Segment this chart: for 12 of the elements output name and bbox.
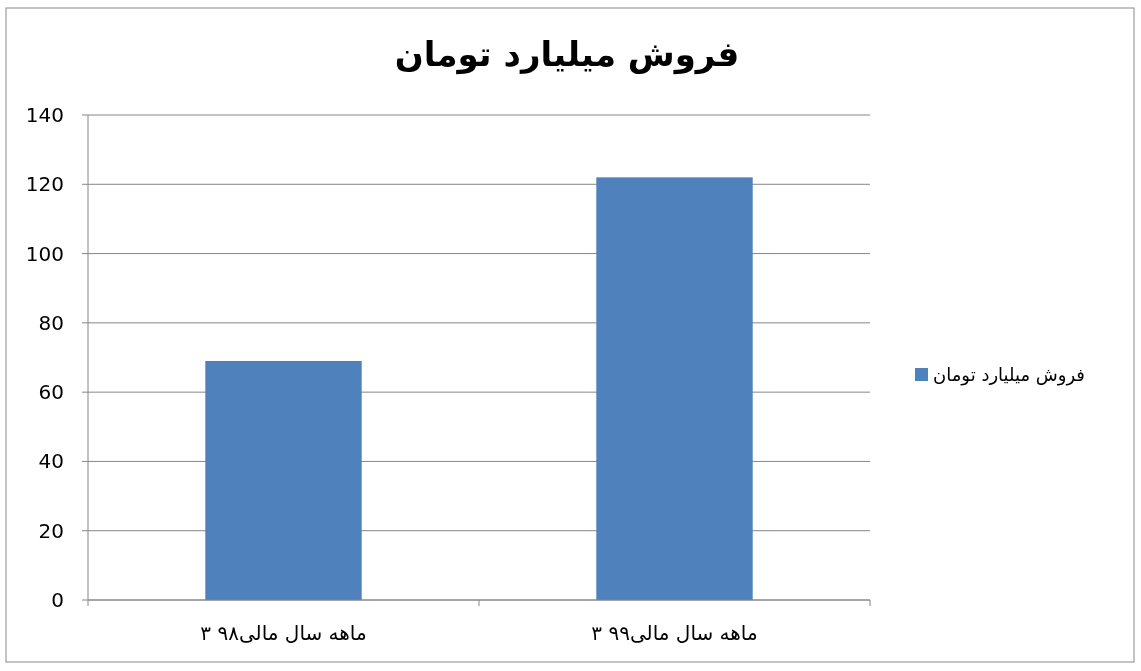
y-tick-label: 100	[25, 241, 64, 266]
y-tick-label: 80	[38, 310, 64, 335]
y-tick-label: 20	[38, 518, 64, 543]
x-tick-label: ۳ ماهه سال مالی۹۸	[200, 621, 367, 645]
x-tick-label: ۳ ماهه سال مالی۹۹	[591, 621, 758, 645]
y-tick-label: 0	[51, 588, 64, 612]
chart-title: فروش میلیارد تومان	[394, 34, 740, 75]
y-tick-label: 40	[38, 449, 64, 474]
y-tick-label: 120	[25, 172, 64, 197]
legend-label: فروش میلیارد تومان	[933, 364, 1085, 386]
y-tick-label: 140	[25, 103, 64, 127]
y-tick-label: 60	[38, 380, 64, 405]
